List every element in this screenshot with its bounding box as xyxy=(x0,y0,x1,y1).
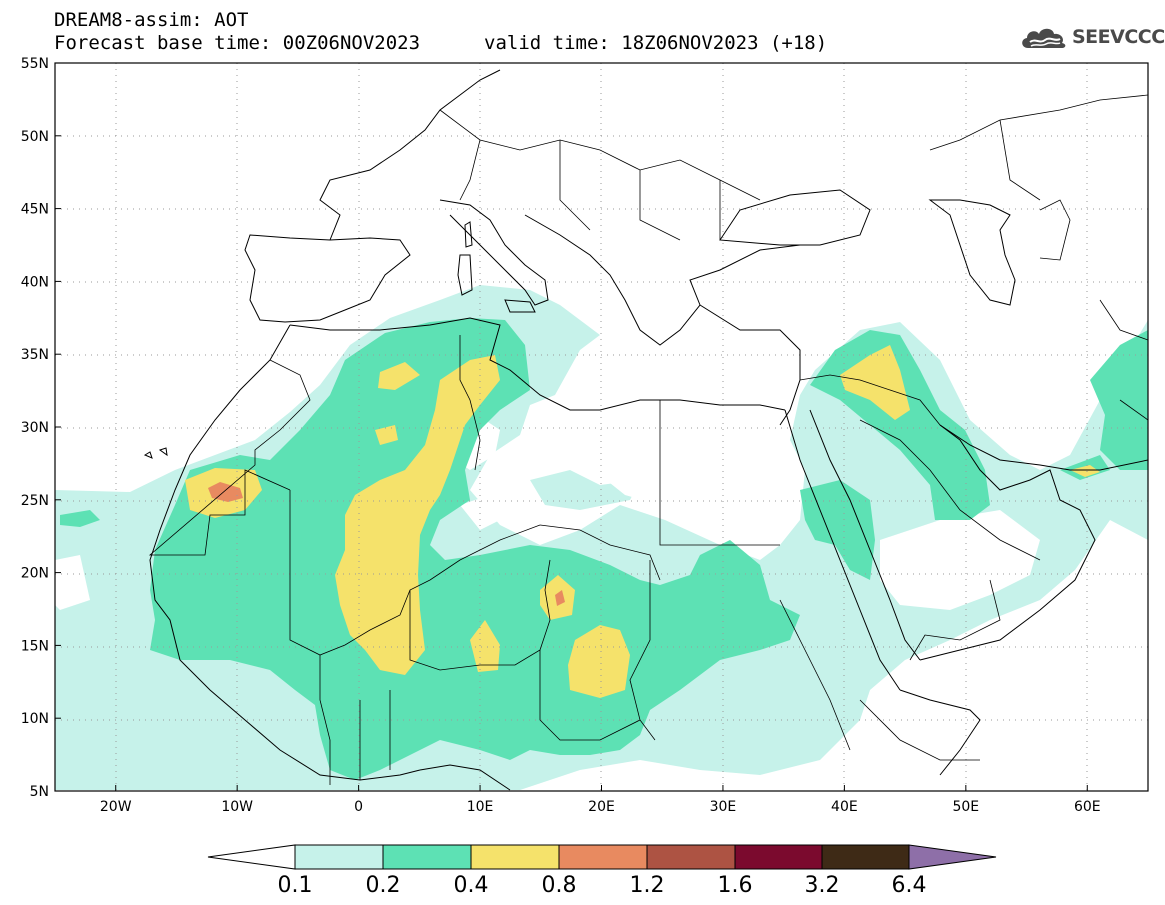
lat-label: 45N xyxy=(21,202,49,218)
lon-label: 60E xyxy=(1074,799,1101,815)
base-time-label: Forecast base time: 00Z06NOV2023 xyxy=(54,32,421,54)
lon-label: 40E xyxy=(831,799,858,815)
lon-label: 0 xyxy=(354,799,363,815)
lat-label: 30N xyxy=(21,420,49,436)
latitude-labels: 55N 50N 45N 40N 35N 30N 25N 20N 15N 10N 5N xyxy=(21,56,49,800)
coastlines xyxy=(143,69,1148,791)
lat-label: 55N xyxy=(21,56,49,72)
colorbar-label: 0.1 xyxy=(278,873,313,898)
aot-band-0.8 xyxy=(208,482,565,606)
valid-time-label: valid time: 18Z06NOV2023 (+18) xyxy=(484,32,828,54)
logo-text: SEEVCCC xyxy=(1072,26,1165,48)
lat-label: 35N xyxy=(21,347,49,363)
colorbar-box-6 xyxy=(734,844,823,870)
colorbar-box-1 xyxy=(294,844,384,870)
lat-label: 15N xyxy=(21,638,49,654)
colorbar-labels: 0.1 0.2 0.4 0.8 1.2 1.6 3.2 6.4 xyxy=(278,873,927,898)
lon-label: 10W xyxy=(221,799,253,815)
axis-ticks xyxy=(55,62,1088,792)
colorbar-label: 3.2 xyxy=(805,873,840,898)
colorbar-box-2 xyxy=(382,844,472,870)
seevccc-logo: SEEVCCC xyxy=(1018,22,1165,52)
country-borders xyxy=(148,94,1148,785)
lon-label: 50E xyxy=(952,799,979,815)
colorbar-label: 0.4 xyxy=(454,873,489,898)
map-grid xyxy=(55,63,1148,791)
aot-clear-areas xyxy=(55,410,1040,610)
lat-label: 10N xyxy=(21,711,49,727)
colorbar-label: 1.6 xyxy=(718,873,753,898)
colorbar-label: 0.8 xyxy=(542,873,577,898)
colorbar-box-3 xyxy=(470,844,560,870)
lon-label: 20W xyxy=(100,799,132,815)
lat-label: 40N xyxy=(21,274,49,290)
longitude-labels: 20W 10W 0 10E 20E 30E 40E 50E 60E xyxy=(100,799,1101,815)
lon-label: 10E xyxy=(467,799,494,815)
colorbar-label: 1.2 xyxy=(630,873,665,898)
lon-label: 20E xyxy=(588,799,615,815)
colorbar xyxy=(207,844,997,870)
lat-label: 50N xyxy=(21,129,49,145)
model-title: DREAM8-assim: AOT xyxy=(54,9,249,31)
colorbar-label: 0.2 xyxy=(366,873,401,898)
lat-label: 5N xyxy=(30,784,49,800)
lat-label: 20N xyxy=(21,566,49,582)
colorbar-box-7 xyxy=(821,844,910,870)
colorbar-label: 6.4 xyxy=(892,873,927,898)
colorbar-under-arrow xyxy=(207,844,296,870)
lat-label: 25N xyxy=(21,493,49,509)
cloud-logo-icon xyxy=(1022,28,1066,48)
aot-band-0.4 xyxy=(185,345,1100,698)
colorbar-over-arrow xyxy=(908,844,997,870)
lon-label: 30E xyxy=(710,799,737,815)
colorbar-box-4 xyxy=(558,844,648,870)
colorbar-box-5 xyxy=(646,844,736,870)
